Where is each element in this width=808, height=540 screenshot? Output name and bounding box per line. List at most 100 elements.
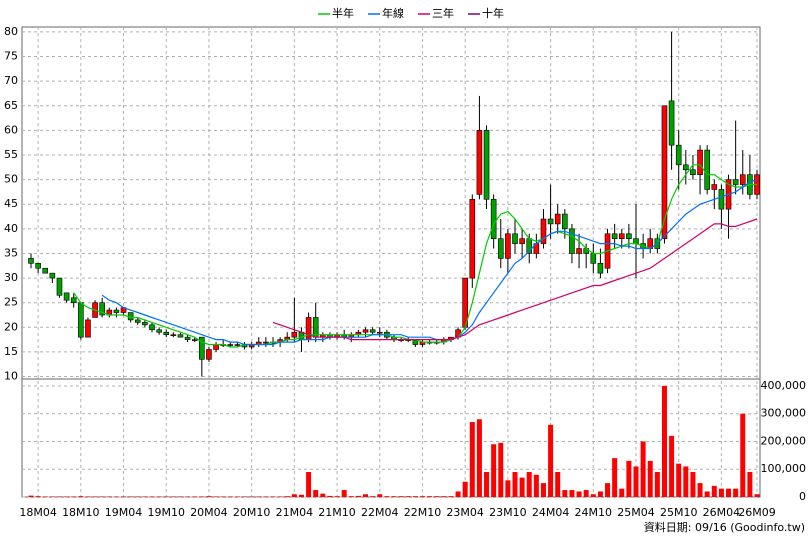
- y2-tick-label: 200,000: [761, 434, 807, 447]
- candle-body: [469, 199, 476, 279]
- volume-bar: [149, 496, 155, 497]
- footer: 資料日期: 09/16 (Goodinfo.tw): [644, 520, 805, 534]
- legend-label: 三年: [432, 6, 454, 20]
- candle-body: [99, 302, 105, 316]
- volume-bar: [249, 496, 255, 497]
- price-panel: [21, 26, 761, 380]
- candle-body: [505, 233, 511, 259]
- candle-body: [562, 213, 568, 230]
- candle-body: [590, 253, 597, 264]
- candle-body: [490, 199, 497, 239]
- volume-bar: [377, 494, 383, 497]
- volume-bar: [427, 496, 433, 497]
- volume-bar: [697, 483, 703, 497]
- candle-body: [554, 213, 561, 225]
- candle-body: [28, 258, 34, 264]
- candle-body: [70, 297, 77, 303]
- y-tick-label: 75: [4, 50, 18, 63]
- volume-bar: [612, 458, 618, 497]
- x-tick-label: 24M04: [532, 506, 570, 519]
- y2-tick-label: 300,000: [761, 407, 807, 420]
- x-tick-label: 23M10: [489, 506, 527, 519]
- volume-bar: [284, 496, 290, 497]
- volume-bar: [512, 472, 518, 497]
- volume-bar: [256, 496, 262, 497]
- candle-body: [519, 238, 525, 244]
- volume-bar: [704, 491, 710, 497]
- candle-body: [675, 144, 682, 166]
- volume-bar: [192, 496, 198, 497]
- volume-bar: [448, 496, 454, 497]
- volume-bar: [533, 474, 539, 497]
- volume-bar: [690, 472, 696, 497]
- volume-bar: [227, 496, 233, 497]
- volume-bar: [505, 480, 511, 497]
- candle-body: [163, 331, 170, 335]
- volume-bar: [49, 496, 55, 497]
- volume-bar: [491, 444, 497, 497]
- candle-body: [305, 317, 312, 340]
- candle-body: [234, 344, 241, 346]
- volume-bar: [590, 494, 596, 497]
- candle-body: [369, 329, 376, 333]
- x-tick-label: 18M04: [19, 506, 57, 519]
- candle-body: [718, 189, 725, 210]
- volume-bar: [398, 496, 404, 497]
- x-tick-label: 25M04: [617, 506, 655, 519]
- volume-bar: [740, 413, 746, 497]
- volume-bar: [42, 496, 48, 497]
- volume-bar: [647, 460, 653, 497]
- x-tick-label: 18M10: [62, 506, 100, 519]
- volume-bar: [405, 496, 411, 497]
- volume-bar: [476, 419, 482, 497]
- candle-body: [49, 272, 56, 279]
- volume-bar: [661, 385, 667, 497]
- volume-bar: [455, 491, 461, 497]
- volume-bar: [555, 472, 561, 497]
- candle-body: [576, 248, 582, 254]
- x-tick-label: 21M10: [318, 506, 356, 519]
- volume-bar: [327, 495, 333, 497]
- volume-bar: [726, 488, 732, 497]
- volume-bar: [419, 496, 425, 497]
- candle-body: [633, 238, 639, 244]
- ma-line: [272, 218, 758, 341]
- volume-bar: [78, 496, 84, 497]
- volume-bar: [569, 490, 575, 497]
- candle-body: [56, 277, 63, 296]
- volume-bar: [334, 496, 340, 497]
- y-tick-label: 80: [4, 25, 18, 38]
- x-tick-label: 19M04: [105, 506, 143, 519]
- volume-bar: [669, 435, 675, 497]
- y-tick-label: 45: [4, 197, 18, 210]
- candle-body: [611, 233, 618, 239]
- volume-bar: [35, 496, 41, 497]
- candle-body: [142, 322, 148, 326]
- candle-body: [540, 218, 547, 244]
- volume-bar: [170, 496, 176, 497]
- y-tick-label: 70: [4, 74, 18, 87]
- y-tick-label: 30: [4, 271, 18, 284]
- volume-bar: [106, 496, 112, 497]
- volume-bar: [306, 472, 312, 497]
- volume-bar: [291, 494, 297, 497]
- candle-body: [113, 309, 120, 313]
- candle-body: [362, 329, 369, 333]
- volume-bar: [313, 490, 319, 497]
- volume-bar: [519, 477, 525, 497]
- volume-bar: [85, 496, 91, 497]
- volume-bar: [121, 496, 127, 497]
- candle-body: [697, 149, 703, 175]
- candle-body: [149, 324, 155, 331]
- volume-bar: [498, 442, 504, 497]
- volume-bar: [206, 496, 212, 497]
- volume-bar: [355, 495, 361, 497]
- ma-line: [101, 179, 758, 346]
- volume-bar: [747, 472, 753, 497]
- candle-body: [85, 319, 91, 338]
- volume-bar: [199, 496, 205, 497]
- y-tick-label: 20: [4, 320, 18, 333]
- volume-bar: [71, 496, 77, 497]
- volume-bar: [548, 424, 554, 497]
